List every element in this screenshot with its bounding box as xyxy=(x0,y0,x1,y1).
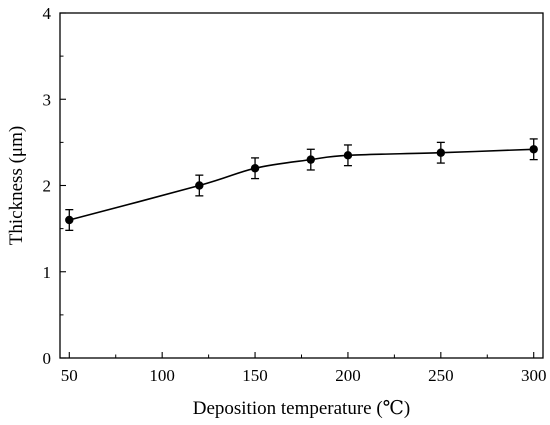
data-point-marker xyxy=(195,181,204,190)
x-tick-label: 100 xyxy=(149,366,175,385)
data-point-group xyxy=(436,141,446,164)
data-point-group xyxy=(529,138,538,161)
x-tick-label: 300 xyxy=(521,366,547,385)
y-tick-label: 1 xyxy=(43,263,52,282)
data-point-group xyxy=(65,208,74,232)
y-tick-label: 3 xyxy=(43,90,52,109)
x-axis-title: Deposition temperature (℃) xyxy=(193,398,411,419)
axes xyxy=(59,12,544,359)
x-tick-label: 150 xyxy=(242,366,268,385)
data-series xyxy=(65,138,538,232)
y-tick-label: 0 xyxy=(43,349,52,368)
y-tick-label: 2 xyxy=(43,177,52,196)
data-point-group xyxy=(250,157,260,180)
data-point-marker xyxy=(343,151,353,160)
plot-frame xyxy=(59,12,544,359)
x-tick-label: 50 xyxy=(61,366,78,385)
ticks: 50 100 150 200 250 300 0 1 2 3 4 xyxy=(43,4,547,385)
data-point-group xyxy=(306,148,315,171)
data-point-marker xyxy=(65,215,74,225)
x-tick-label: 250 xyxy=(428,366,454,385)
y-axis-title: Thickness (μm) xyxy=(6,126,27,245)
data-point-marker xyxy=(306,155,315,164)
data-point-marker xyxy=(436,148,446,157)
data-point-group xyxy=(195,174,204,197)
data-point-marker xyxy=(529,145,538,154)
series-line xyxy=(69,148,534,221)
data-point-group xyxy=(343,144,353,167)
y-tick-label: 4 xyxy=(43,4,52,23)
data-point-marker xyxy=(250,164,260,173)
x-tick-label: 200 xyxy=(335,366,361,385)
